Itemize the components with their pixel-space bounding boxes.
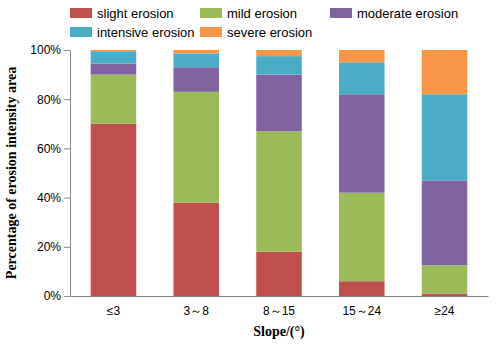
legend-item: intensive erosion xyxy=(70,25,195,40)
legend-label: severe erosion xyxy=(227,25,312,40)
legend-swatch xyxy=(70,8,92,18)
x-tick: 8～15 xyxy=(263,296,295,318)
bar-segment xyxy=(91,124,137,296)
legend-item: moderate erosion xyxy=(330,6,458,21)
bar-segment xyxy=(422,94,468,180)
y-tick: 80% xyxy=(37,93,70,107)
bar-segment xyxy=(339,281,385,296)
legend-swatch xyxy=(200,27,222,37)
y-tick: 40% xyxy=(37,191,70,205)
bar-segment xyxy=(173,92,219,203)
x-tick-label: 8～15 xyxy=(263,304,295,318)
bar-segment xyxy=(173,54,219,68)
x-tick-label: ≤3 xyxy=(107,304,121,318)
bar-segment xyxy=(256,252,302,296)
y-tick-label: 80% xyxy=(37,93,61,107)
legend-swatch xyxy=(70,27,92,37)
bar-segment xyxy=(256,75,302,132)
y-tick-label: 40% xyxy=(37,191,61,205)
x-axis: ≤3 3～8 8～15 15～24 ≥24 xyxy=(71,296,489,318)
legend-label: mild erosion xyxy=(227,6,297,21)
x-tick-label: 15～24 xyxy=(342,304,381,318)
legend-label: moderate erosion xyxy=(357,6,458,21)
x-tick: 15～24 xyxy=(342,296,381,318)
bar-segment xyxy=(91,50,137,51)
y-tick-mark xyxy=(64,99,70,100)
y-tick-label: 0% xyxy=(44,289,62,303)
plot: 0% 20% 40% 60% 80% 100% ≤3 3～8 8～15 15～24 ≥24 xyxy=(30,43,488,317)
y-tick-mark xyxy=(64,148,70,149)
legend-swatch xyxy=(200,8,222,18)
bar-segment xyxy=(422,180,468,265)
legend-item: slight erosion xyxy=(70,6,174,21)
series xyxy=(91,50,468,94)
bar-segment xyxy=(422,265,468,293)
y-tick-mark xyxy=(64,50,70,51)
legend-item: mild erosion xyxy=(200,6,297,21)
bar-segment xyxy=(422,50,468,94)
legend-swatch xyxy=(330,8,352,18)
y-tick-label: 20% xyxy=(37,240,61,254)
chart: 0% 20% 40% 60% 80% 100% ≤3 3～8 8～15 15～24 ≥24 Slope… xyxy=(0,0,500,344)
y-tick-label: 100% xyxy=(30,43,61,57)
series xyxy=(91,75,468,294)
bar-segment xyxy=(339,62,385,94)
y-tick: 100% xyxy=(30,43,70,57)
bar-segment xyxy=(422,294,468,296)
series xyxy=(91,124,468,296)
bar-segment xyxy=(173,67,219,92)
bar-segment xyxy=(339,50,385,62)
y-tick-mark xyxy=(64,247,70,248)
bar-segment xyxy=(91,75,137,124)
y-tick: 60% xyxy=(37,142,70,156)
legend: slight erosion mild erosion moderate erosi… xyxy=(70,6,458,40)
bar-segment xyxy=(91,64,137,75)
x-tick: 3～8 xyxy=(184,296,210,318)
x-tick-label: ≥24 xyxy=(435,304,455,318)
bar-segment xyxy=(339,94,385,192)
y-tick-label: 60% xyxy=(37,142,61,156)
y-tick-mark xyxy=(64,198,70,199)
x-tick: ≥24 xyxy=(435,296,455,318)
x-axis-line xyxy=(71,296,489,297)
bar-segment xyxy=(173,203,219,296)
legend-label: intensive erosion xyxy=(97,25,195,40)
bar-segment xyxy=(339,193,385,282)
series xyxy=(91,51,468,180)
bar-segment xyxy=(173,50,219,54)
y-axis-line xyxy=(70,51,71,297)
bar-segment xyxy=(91,51,137,63)
x-tick: ≤3 xyxy=(107,296,121,318)
x-axis-title: Slope/(°) xyxy=(253,324,305,340)
legend-item: severe erosion xyxy=(200,25,312,40)
y-tick-mark xyxy=(64,296,70,297)
bar-segment xyxy=(256,131,302,252)
legend-label: slight erosion xyxy=(97,6,174,21)
y-tick: 20% xyxy=(37,240,70,254)
x-tick-label: 3～8 xyxy=(184,304,210,318)
bar-segment xyxy=(256,50,302,56)
bars xyxy=(91,50,468,296)
y-axis: 0% 20% 40% 60% 80% 100% xyxy=(30,43,70,303)
series xyxy=(91,64,468,266)
y-axis-title: Percentage of erosion intensity area xyxy=(4,67,19,279)
bar-segment xyxy=(256,56,302,74)
y-tick: 0% xyxy=(44,289,70,303)
